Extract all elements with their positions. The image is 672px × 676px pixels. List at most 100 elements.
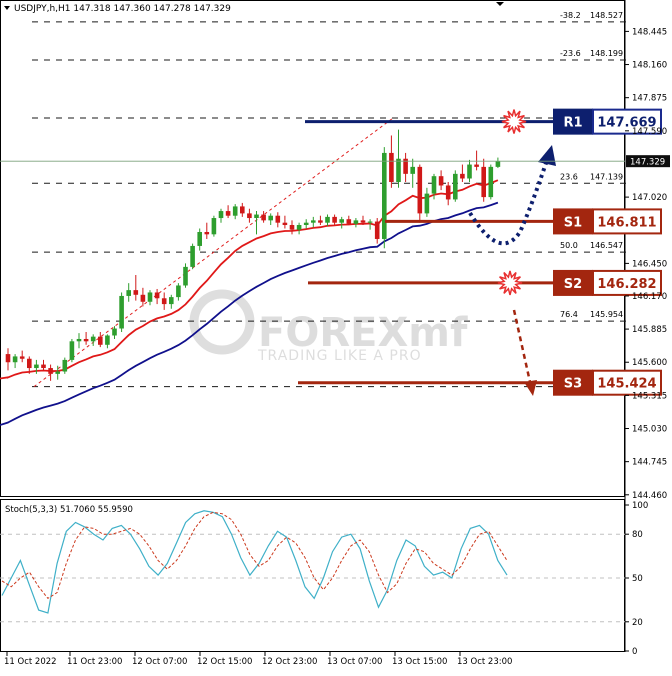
x-tick-label: 13 Oct 07:00 — [327, 657, 382, 667]
candle-body — [19, 356, 25, 359]
level-value: 146.282 — [597, 277, 656, 292]
level-tag-s1 — [553, 208, 593, 235]
y-tick-label: 144.460 — [632, 491, 667, 501]
candle-body — [204, 231, 210, 235]
fib-level-label: 76.4 — [560, 310, 578, 319]
scroll-marker-icon[interactable] — [496, 2, 504, 6]
candle-body — [460, 173, 465, 179]
candle-body — [112, 328, 117, 336]
candle-body — [453, 173, 458, 200]
candle-body — [211, 218, 217, 235]
x-tick-label: 11 Oct 2022 — [4, 657, 57, 667]
last-price-value: 147.329 — [630, 158, 665, 168]
candle-body — [282, 222, 288, 226]
level-tag-r1 — [553, 108, 593, 135]
candle-body — [268, 215, 273, 221]
candle-body — [289, 225, 295, 230]
candle-body — [353, 220, 359, 224]
candle-body — [225, 211, 231, 216]
ma-blue-line — [0, 201, 499, 426]
x-tick-label: 11 Oct 23:00 — [67, 657, 122, 667]
candle-body — [197, 231, 202, 246]
last-price-tag — [626, 155, 670, 168]
candle-body — [48, 368, 53, 374]
candle-body — [105, 335, 110, 345]
y-tick-label: 145.030 — [632, 425, 667, 435]
candle-body — [254, 214, 259, 219]
candle-body — [169, 297, 174, 305]
candle-body — [154, 292, 160, 299]
candle-body — [360, 220, 366, 223]
y-tick-label: 148.160 — [632, 61, 667, 71]
candle-body — [176, 285, 181, 298]
level-name: S1 — [564, 215, 582, 230]
candle-body — [495, 161, 501, 167]
candle-body — [147, 292, 153, 302]
chart-header-text: USDJPY,h,H1 147.318 147.360 147.278 147.… — [14, 4, 231, 14]
candle-body — [318, 220, 323, 223]
level-name: R1 — [563, 116, 582, 131]
chart-header: USDJPY,h,H1 147.318 147.360 147.278 147.… — [4, 4, 231, 14]
y-tick-label: 146.170 — [632, 292, 667, 302]
x-tick-label: 13 Oct 15:00 — [392, 657, 447, 667]
candle-body — [190, 245, 195, 267]
watermark-tagline: TRADING LIKE A PRO — [257, 348, 422, 364]
candle-body — [83, 338, 89, 342]
level-value-box — [592, 369, 662, 396]
y-tick-label: 144.745 — [632, 458, 667, 468]
candle-body — [438, 176, 444, 186]
fib-level-label: 50.0 — [560, 241, 578, 250]
fib-level-value: 148.527 — [590, 11, 623, 20]
candle-body — [261, 214, 266, 221]
level-value-box — [592, 269, 662, 296]
candle-body — [311, 220, 316, 223]
candle-body — [12, 356, 18, 363]
candle-body — [126, 290, 131, 296]
candle-body — [90, 336, 96, 342]
burst-s2-icon — [497, 270, 523, 296]
level-value: 145.424 — [597, 377, 656, 392]
candle-body — [410, 166, 415, 174]
fib-level-value: 148.199 — [590, 49, 623, 58]
ma-red-line — [0, 179, 499, 380]
candle-body — [247, 213, 252, 219]
candle-body — [374, 221, 380, 239]
level-name: S3 — [564, 377, 582, 392]
candle-body — [396, 158, 401, 182]
candle-body — [34, 364, 39, 369]
bullish-arrow-head-icon — [538, 145, 556, 166]
candle-body — [133, 290, 139, 295]
x-tick-label: 12 Oct 15:00 — [197, 657, 252, 667]
candle-body — [5, 354, 11, 363]
stoch-title: Stoch(5,3,3) 51.7060 55.9590 — [5, 505, 133, 515]
fib-level-value: 145.954 — [590, 310, 623, 319]
candle-body — [161, 298, 167, 305]
candle-body — [474, 164, 479, 167]
candle-body — [367, 221, 373, 223]
level-value: 146.811 — [597, 215, 656, 230]
candle-body — [119, 295, 124, 329]
candle-body — [467, 164, 472, 179]
candle-body — [275, 215, 281, 223]
candle-body — [332, 216, 337, 223]
candle-body — [41, 364, 46, 369]
fib-level-label: -23.6 — [560, 49, 581, 58]
fib-level-label: -38.2 — [560, 11, 581, 20]
burst-r1-icon — [501, 109, 527, 134]
stoch-main-line — [1, 510, 508, 614]
candle-body — [232, 206, 238, 216]
candle-body — [389, 152, 394, 182]
candle-body — [346, 219, 352, 224]
stoch-y-tick-label: 100 — [632, 501, 648, 511]
candle-body — [424, 193, 430, 214]
stoch-y-tick-label: 80 — [632, 530, 643, 540]
y-tick-label: 147.590 — [632, 127, 667, 137]
x-tick-label: 13 Oct 23:00 — [457, 657, 512, 667]
candle-body — [431, 176, 437, 194]
candle-body — [325, 216, 330, 223]
y-tick-label: 145.600 — [632, 358, 667, 368]
candle-body — [55, 371, 60, 374]
y-tick-label: 145.885 — [632, 325, 667, 335]
candle-body — [417, 166, 423, 214]
